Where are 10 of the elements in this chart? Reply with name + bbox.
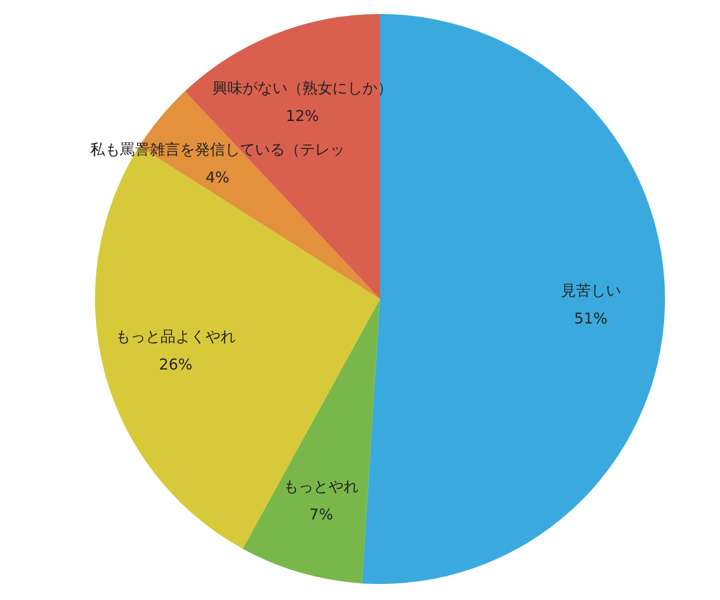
slice-label: 見苦しい [560, 282, 621, 300]
data-label: 26% [159, 355, 192, 374]
slice-label: 私も罵詈雑言を発信している（テレッ [90, 140, 345, 158]
slice-label: もっとやれ [284, 477, 359, 496]
data-label: 12% [286, 106, 320, 125]
data-label: 51% [574, 310, 608, 328]
slice-label: 興味がない（熟女にしか） [212, 78, 392, 97]
data-label: 7% [309, 505, 334, 524]
slice-label: もっと品よくやれ [116, 327, 236, 346]
data-label: 4% [206, 168, 230, 186]
